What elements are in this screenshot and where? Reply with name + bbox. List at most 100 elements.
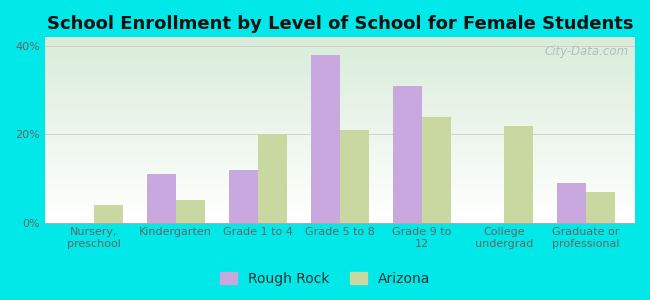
Bar bbox=[45, 100, 635, 101]
Bar bbox=[45, 181, 635, 182]
Bar bbox=[45, 143, 635, 144]
Bar bbox=[45, 147, 635, 148]
Bar bbox=[45, 118, 635, 119]
Bar bbox=[45, 120, 635, 121]
Bar bbox=[45, 90, 635, 91]
Bar bbox=[45, 62, 635, 63]
Bar bbox=[45, 111, 635, 112]
Bar bbox=[45, 45, 635, 46]
Bar bbox=[45, 72, 635, 73]
Bar bbox=[586, 192, 614, 223]
Bar bbox=[45, 160, 635, 161]
Bar bbox=[45, 171, 635, 172]
Bar bbox=[45, 140, 635, 141]
Bar bbox=[45, 82, 635, 83]
Bar bbox=[45, 219, 635, 220]
Bar bbox=[45, 158, 635, 159]
Bar bbox=[45, 141, 635, 142]
Bar bbox=[45, 136, 635, 137]
Bar bbox=[45, 192, 635, 193]
Bar bbox=[45, 174, 635, 175]
Bar bbox=[45, 200, 635, 201]
Bar bbox=[45, 110, 635, 111]
Bar bbox=[45, 135, 635, 136]
Bar bbox=[393, 86, 422, 223]
Bar bbox=[45, 179, 635, 180]
Bar bbox=[45, 193, 635, 194]
Bar bbox=[45, 180, 635, 181]
Bar bbox=[45, 42, 635, 43]
Bar bbox=[45, 117, 635, 118]
Bar bbox=[45, 55, 635, 56]
Bar bbox=[45, 98, 635, 99]
Bar bbox=[45, 206, 635, 207]
Bar bbox=[45, 50, 635, 51]
Bar bbox=[45, 168, 635, 169]
Bar bbox=[45, 132, 635, 133]
Bar bbox=[45, 58, 635, 60]
Bar bbox=[45, 221, 635, 222]
Bar bbox=[45, 172, 635, 173]
Bar bbox=[45, 112, 635, 113]
Bar bbox=[45, 145, 635, 146]
Bar bbox=[45, 48, 635, 50]
Bar bbox=[45, 91, 635, 92]
Bar bbox=[45, 121, 635, 122]
Bar bbox=[45, 207, 635, 208]
Bar bbox=[45, 54, 635, 55]
Bar bbox=[422, 117, 450, 223]
Bar bbox=[45, 177, 635, 178]
Bar bbox=[45, 61, 635, 62]
Text: City-Data.com: City-Data.com bbox=[545, 45, 629, 58]
Bar bbox=[45, 176, 635, 177]
Bar bbox=[45, 201, 635, 202]
Bar bbox=[45, 215, 635, 216]
Bar bbox=[45, 64, 635, 65]
Bar bbox=[45, 216, 635, 217]
Bar bbox=[45, 166, 635, 167]
Bar bbox=[45, 133, 635, 134]
Bar bbox=[45, 153, 635, 154]
Bar bbox=[45, 89, 635, 90]
Bar bbox=[45, 93, 635, 94]
Bar bbox=[45, 37, 635, 38]
Bar bbox=[45, 65, 635, 66]
Bar bbox=[45, 217, 635, 218]
Bar bbox=[45, 78, 635, 79]
Bar bbox=[45, 114, 635, 115]
Bar bbox=[45, 190, 635, 191]
Bar bbox=[45, 103, 635, 104]
Bar bbox=[45, 107, 635, 108]
Bar bbox=[45, 195, 635, 196]
Bar bbox=[45, 39, 635, 40]
Bar bbox=[45, 213, 635, 214]
Bar bbox=[45, 150, 635, 151]
Bar bbox=[45, 67, 635, 68]
Bar bbox=[45, 197, 635, 199]
Bar bbox=[45, 161, 635, 162]
Bar bbox=[45, 127, 635, 128]
Title: School Enrollment by Level of School for Female Students: School Enrollment by Level of School for… bbox=[47, 15, 633, 33]
Bar bbox=[45, 83, 635, 84]
Bar bbox=[45, 208, 635, 210]
Bar bbox=[45, 124, 635, 125]
Bar bbox=[45, 108, 635, 109]
Bar bbox=[45, 76, 635, 77]
Bar bbox=[45, 220, 635, 221]
Bar bbox=[45, 167, 635, 168]
Bar bbox=[45, 199, 635, 200]
Bar bbox=[45, 44, 635, 45]
Bar bbox=[45, 46, 635, 47]
Bar bbox=[45, 85, 635, 86]
Bar bbox=[45, 155, 635, 156]
Bar bbox=[45, 218, 635, 219]
Bar bbox=[340, 130, 369, 223]
Bar bbox=[147, 174, 176, 223]
Bar bbox=[45, 47, 635, 48]
Bar bbox=[45, 41, 635, 42]
Bar bbox=[45, 95, 635, 96]
Bar bbox=[45, 165, 635, 166]
Bar bbox=[45, 202, 635, 203]
Bar bbox=[45, 115, 635, 116]
Bar bbox=[45, 102, 635, 103]
